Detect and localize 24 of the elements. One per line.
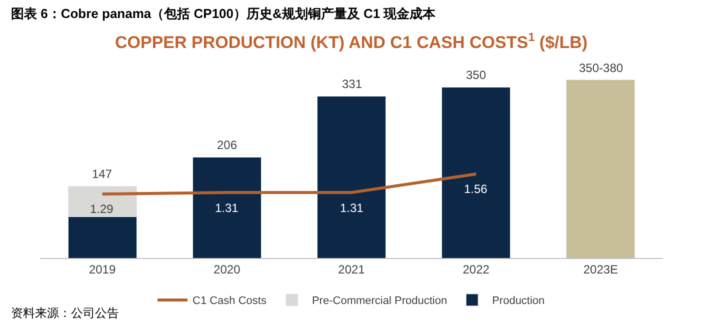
- total-label: 147: [92, 167, 112, 181]
- bar: [316, 96, 386, 258]
- chart-subtitle: COPPER PRODUCTION (KT) AND C1 CASH COSTS$^{1}$ ($/LB): [115, 30, 588, 52]
- legend-label: Production: [492, 295, 545, 308]
- data-label: 1.31: [340, 201, 364, 215]
- data-label: 350-380: [579, 61, 624, 75]
- x-tick-label: 2021: [338, 262, 366, 276]
- data-label: 1.29: [90, 202, 114, 216]
- chart-title: 图表 6：Cobre panama（包括 CP100）历史&规划铜产量及 C1 现金成本: [11, 6, 437, 21]
- x-tick-label: 2022: [462, 262, 490, 276]
- data-label: 331: [342, 77, 362, 91]
- data-label: 350: [466, 68, 486, 82]
- x-tick-label: 2019: [88, 262, 116, 276]
- legend-label: C1 Cash Costs: [192, 295, 267, 308]
- bar: [442, 86, 511, 258]
- x-tick-label: 2020: [214, 262, 241, 276]
- bar: [192, 157, 262, 258]
- bar: [566, 80, 636, 258]
- text: 资料来源：公司公告: [11, 306, 119, 320]
- legend-label: Pre-Commercial Production: [312, 295, 448, 308]
- data-label: 1.56: [464, 182, 488, 196]
- data-label: 1.31: [215, 201, 239, 215]
- data-label: 206: [217, 138, 238, 152]
- x-tick-label: 2023E: [583, 262, 618, 276]
